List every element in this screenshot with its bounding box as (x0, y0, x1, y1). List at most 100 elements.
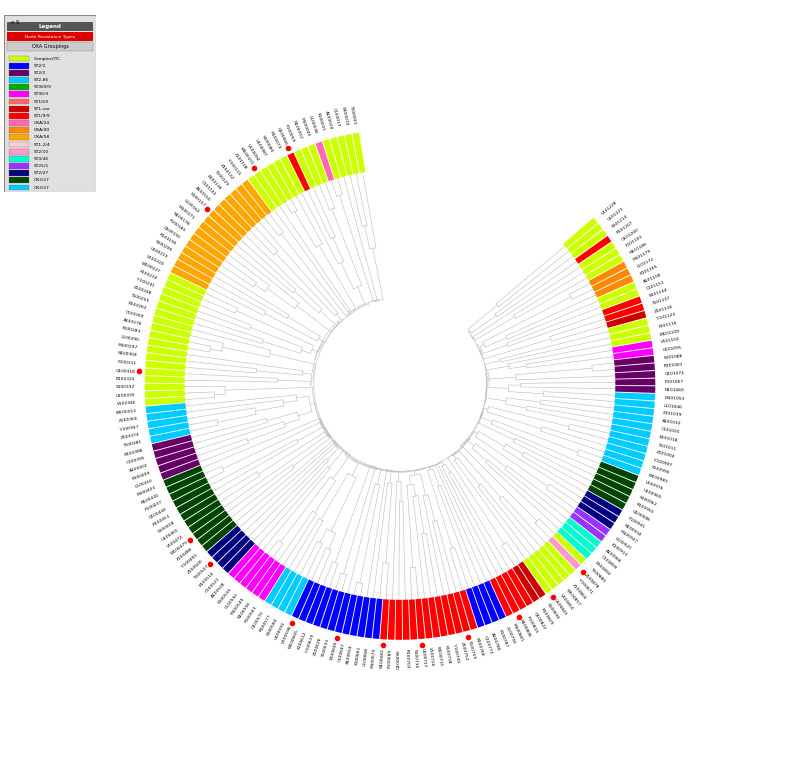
Polygon shape (472, 585, 492, 625)
Text: A101158: A101158 (643, 272, 662, 284)
Polygon shape (147, 416, 188, 428)
Text: Q100570: Q100570 (251, 610, 265, 629)
Text: W100983: W100983 (648, 473, 669, 484)
Polygon shape (594, 474, 633, 496)
Polygon shape (615, 378, 655, 385)
Polygon shape (313, 587, 332, 627)
Text: T100381: T100381 (122, 440, 142, 448)
Text: V100094: V100094 (246, 143, 260, 162)
Polygon shape (157, 301, 197, 320)
Polygon shape (214, 205, 247, 237)
Text: M101179: M101179 (633, 249, 652, 262)
Text: OXA/58: OXA/58 (34, 135, 50, 139)
Polygon shape (146, 410, 187, 421)
Text: U100969: U100969 (642, 488, 662, 499)
Text: R100451: R100451 (152, 514, 171, 527)
Polygon shape (613, 348, 654, 359)
Polygon shape (258, 564, 286, 601)
Text: K100535: K100535 (217, 587, 233, 604)
Text: R100577: R100577 (258, 614, 272, 633)
Polygon shape (281, 156, 304, 195)
Text: X100864: X100864 (571, 583, 587, 601)
Text: Y100619: Y100619 (305, 634, 315, 653)
Text: Q100822: Q100822 (533, 611, 546, 631)
Text: A100780: A100780 (490, 632, 500, 651)
Text: S100836: S100836 (546, 603, 560, 621)
Polygon shape (218, 535, 250, 568)
Polygon shape (574, 507, 610, 535)
Text: L100542: L100542 (224, 591, 238, 609)
Polygon shape (145, 384, 185, 391)
FancyBboxPatch shape (9, 163, 29, 169)
Polygon shape (146, 345, 187, 358)
Text: K100787: K100787 (498, 629, 508, 648)
Text: S100080: S100080 (262, 135, 274, 154)
Text: Y100115: Y100115 (226, 158, 241, 175)
Polygon shape (582, 248, 619, 275)
Text: A100402: A100402 (129, 463, 149, 473)
Text: V100724: V100724 (428, 647, 434, 667)
Text: ST369/9: ST369/9 (34, 85, 51, 89)
Polygon shape (614, 399, 654, 408)
Polygon shape (161, 460, 200, 480)
Text: W100731: W100731 (436, 646, 443, 667)
Polygon shape (287, 152, 310, 191)
Polygon shape (518, 561, 546, 598)
Polygon shape (478, 583, 498, 622)
Polygon shape (165, 280, 203, 301)
Text: P100311: P100311 (117, 360, 137, 365)
Polygon shape (612, 341, 653, 353)
Text: L101046: L101046 (663, 404, 682, 409)
Polygon shape (156, 448, 196, 465)
FancyBboxPatch shape (4, 15, 96, 192)
Text: U101095: U101095 (662, 346, 682, 352)
Text: Z100500: Z100500 (186, 559, 204, 575)
Text: P101193: P101193 (625, 235, 643, 248)
Text: V100850: V100850 (559, 594, 574, 611)
Polygon shape (613, 411, 654, 424)
Text: OX2/27: OX2/27 (34, 185, 50, 189)
FancyBboxPatch shape (9, 77, 29, 83)
FancyBboxPatch shape (9, 127, 29, 133)
Polygon shape (149, 331, 190, 345)
FancyBboxPatch shape (6, 42, 94, 51)
Polygon shape (496, 574, 519, 613)
Polygon shape (345, 134, 359, 175)
FancyBboxPatch shape (9, 178, 29, 183)
Text: R100325: R100325 (116, 377, 135, 381)
Text: U100717: U100717 (421, 648, 426, 667)
Text: OXA/40: OXA/40 (34, 128, 50, 132)
Polygon shape (145, 368, 185, 377)
Polygon shape (606, 311, 646, 328)
Text: K100661: K100661 (354, 645, 362, 665)
Polygon shape (350, 596, 363, 636)
Text: OX2/27: OX2/27 (34, 178, 50, 182)
Text: Y100493: Y100493 (182, 553, 198, 568)
Polygon shape (581, 496, 618, 523)
Polygon shape (607, 437, 648, 453)
Text: M100549: M100549 (230, 597, 245, 615)
Text: S100458: S100458 (157, 521, 175, 534)
Text: Z100878: Z100878 (583, 572, 600, 589)
Polygon shape (610, 326, 650, 341)
Text: ST2/27: ST2/27 (34, 171, 49, 175)
Text: R100199: R100199 (158, 232, 177, 246)
Text: B100892: B100892 (594, 561, 611, 577)
Text: ST1/9/9: ST1/9/9 (34, 114, 50, 118)
Text: N100052: N100052 (292, 120, 302, 140)
FancyBboxPatch shape (9, 170, 29, 176)
Text: X100612: X100612 (297, 631, 308, 651)
Polygon shape (190, 234, 226, 262)
Text: B101018: B101018 (659, 435, 679, 443)
Text: Q101200: Q101200 (621, 228, 639, 241)
Polygon shape (230, 189, 262, 224)
Polygon shape (178, 253, 215, 278)
Text: A100024: A100024 (324, 110, 333, 130)
Text: Q100318: Q100318 (116, 368, 136, 373)
Text: Complex/ITC: Complex/ITC (34, 56, 61, 61)
Text: R100955: R100955 (635, 502, 654, 514)
Polygon shape (302, 147, 322, 186)
Text: ST3/46: ST3/46 (34, 157, 49, 161)
Polygon shape (342, 594, 357, 634)
Text: C101025: C101025 (661, 427, 681, 434)
